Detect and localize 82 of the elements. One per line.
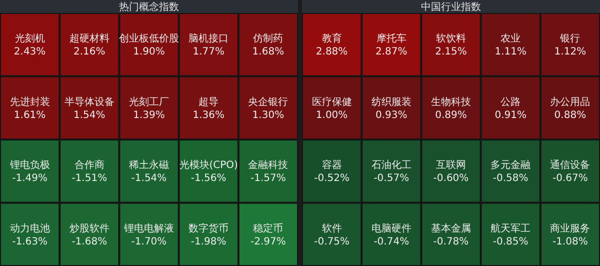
data-label: -1.68% [72,236,108,248]
category-label: 光刻机 [14,32,45,45]
data-label: -0.85% [492,236,528,248]
category-label: 教育 [322,32,342,45]
text: 中国行业指数 [421,1,481,13]
data-label: 2.16% [74,46,106,58]
data-label: -1.56% [190,173,226,184]
data-label: 0.89% [435,110,467,121]
category-label: 多元金融 [490,159,531,172]
category-label: 基本金属 [431,222,471,234]
category-label: 央企银行 [248,96,288,108]
data-label: -0.60% [433,173,469,184]
category-label: 石油化工 [371,159,412,172]
category-label: 通信设备 [550,159,590,172]
data-label: -0.57% [374,173,410,184]
data-label: 2.43% [14,46,46,58]
data-label: -0.74% [374,236,410,248]
category-label: 电脑硬件 [371,222,412,234]
data-label: 0.93% [376,110,408,121]
category-label: 超导 [198,96,219,108]
data-label: 2.87% [376,46,408,58]
data-label: -1.98% [190,236,226,248]
data-label: 2.15% [435,46,467,58]
category-label: 金融科技 [248,159,288,172]
category-label: 创业板低价股 [119,32,179,45]
category-label: 软件 [322,222,342,234]
category-label: 锂电负极 [8,159,50,172]
category-label: 仿制药 [252,32,284,45]
category-label: 银行 [559,34,580,45]
data-label: -1.49% [12,173,48,184]
category-label: 生物科技 [431,96,471,108]
data-label: 1.68% [252,46,284,58]
category-label: 半导体设备 [64,96,114,108]
category-label: 纺织服装 [371,96,412,108]
data-label: -1.54% [131,173,167,184]
data-label: 1.39% [133,110,165,121]
data-label: -0.75% [314,236,350,248]
data-label: -0.78% [433,236,469,248]
category-label: 医疗保健 [312,96,352,108]
data-label: 1.61% [14,110,46,121]
data-label: -1.08% [552,236,588,248]
data-label: 1.54% [74,110,106,121]
data-label: -1.63% [12,236,48,248]
data-label: -2.97% [250,236,286,248]
category-label: 数字货币 [188,222,229,234]
data-label: -0.67% [552,173,588,184]
category-label: 超硬材料 [69,32,110,45]
category-label: 合作商 [74,159,104,172]
category-label: 光刻工厂 [129,96,169,108]
category-label: 锂电电解液 [123,222,174,234]
data-label: 1.90% [133,46,165,58]
category-label: 炒股软件 [69,222,110,234]
category-label: 稀土永磁 [129,159,169,172]
data-label: 0.91% [494,110,526,121]
data-label: -1.70% [131,236,167,248]
text: 热门概念指数 [119,1,179,13]
data-label: 1.77% [192,46,224,58]
data-label: 1.30% [252,110,284,121]
data-label: -0.58% [492,173,528,184]
category-label: 航天军工 [490,222,531,234]
data-label: 1.12% [554,46,586,58]
data-label: -0.52% [314,173,350,184]
category-label: 公路 [500,96,521,108]
category-label: 商业服务 [550,222,590,234]
category-label: 摩托车 [376,32,406,45]
category-label: 稳定币 [253,222,284,234]
data-label: 1.36% [192,110,224,121]
category-label: 办公用品 [550,96,590,108]
category-label: 动力电池 [10,222,50,234]
data-label: -1.51% [72,173,108,184]
data-label: 2.88% [316,46,348,58]
category-label: 软饮料 [436,32,466,45]
data-label: 0.88% [554,110,586,121]
category-label: 脑机接口 [188,32,229,45]
category-label: 农业 [500,32,521,45]
data-label: -1.57% [250,173,286,184]
category-label: 容器 [322,159,342,172]
category-label: 互联网 [436,159,466,172]
category-label: 光模块(CPO) [179,159,238,172]
data-label: 1.00% [316,110,348,121]
data-label: 1.11% [494,46,526,58]
category-label: 先进封装 [10,96,50,108]
